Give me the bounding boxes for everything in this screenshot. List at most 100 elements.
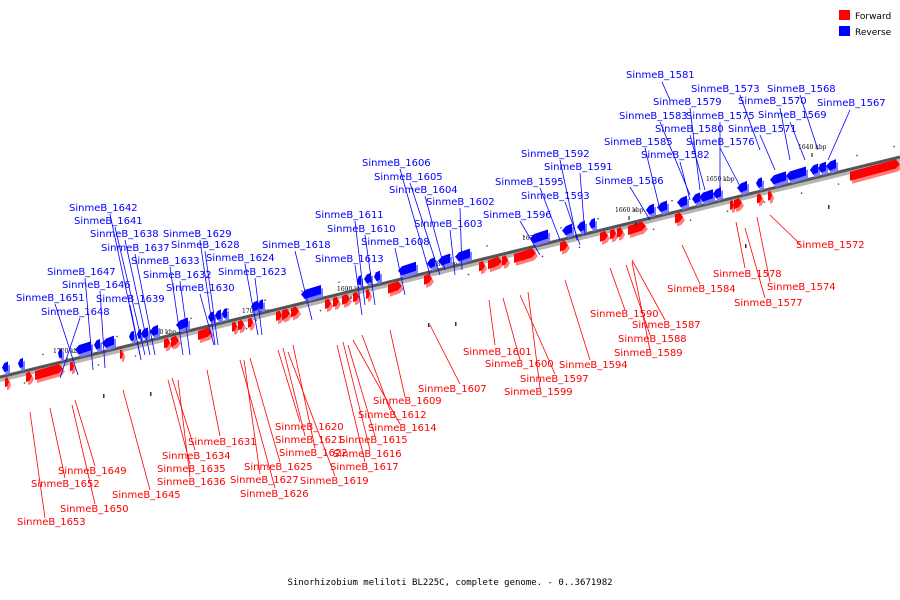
forward-leader-line bbox=[609, 267, 626, 311]
tick-dot bbox=[227, 308, 229, 311]
tick-dot bbox=[42, 353, 44, 356]
tick-dot bbox=[264, 299, 266, 302]
forward-gene-arrow bbox=[366, 289, 370, 300]
forward-leader-line bbox=[249, 357, 281, 463]
forward-leader-line bbox=[177, 379, 191, 478]
reverse-gene-label: SinmeB_1611 bbox=[315, 210, 384, 221]
reverse-gene-label: SinmeB_1603 bbox=[414, 219, 483, 230]
forward-gene-arrow bbox=[850, 159, 900, 181]
forward-leader-line bbox=[71, 404, 96, 505]
forward-gene-label: SinmeB_1601 bbox=[463, 347, 532, 358]
forward-leader-line bbox=[735, 221, 746, 269]
forward-gene-arrow bbox=[5, 377, 9, 388]
forward-gene-arrow bbox=[325, 298, 331, 310]
reverse-leader-line bbox=[254, 277, 263, 336]
tick-dot bbox=[652, 228, 655, 231]
forward-leader-line bbox=[336, 344, 366, 463]
reverse-gene-arrow bbox=[141, 327, 148, 339]
reverse-leader-line bbox=[244, 263, 259, 336]
forward-gene-label: SinmeB_1645 bbox=[112, 490, 181, 501]
reverse-leader-line bbox=[199, 239, 216, 346]
reverse-gene-arrow bbox=[826, 159, 836, 171]
reverse-leader-line bbox=[394, 247, 406, 296]
forward-gene-label: SinmeB_1636 bbox=[157, 477, 226, 488]
reverse-gene-arrow bbox=[770, 171, 786, 185]
forward-gene-arrow bbox=[675, 212, 683, 224]
tick-dot bbox=[23, 382, 26, 384]
tick-dot bbox=[689, 219, 692, 222]
reverse-leader-line bbox=[354, 220, 366, 306]
reverse-gene-label: SinmeB_1582 bbox=[641, 150, 710, 161]
reverse-gene-arrow bbox=[215, 309, 221, 320]
forward-gene-label: SinmeB_1620 bbox=[275, 422, 344, 433]
reverse-leader-line bbox=[99, 290, 106, 369]
reverse-gene-label: SinmeB_1633 bbox=[131, 256, 200, 267]
tick-label: 1690 kbp bbox=[337, 286, 366, 293]
reverse-leader-line bbox=[579, 172, 586, 236]
forward-gene-arrow bbox=[757, 193, 762, 204]
reverse-leader-line bbox=[689, 107, 701, 191]
forward-gene-label: SinmeB_1631 bbox=[188, 437, 257, 448]
tick-label: 1640 kbp bbox=[798, 144, 827, 151]
forward-leader-line bbox=[352, 339, 401, 425]
forward-gene-label: SinmeB_1587 bbox=[632, 320, 701, 331]
reverse-gene-label: SinmeB_1618 bbox=[262, 240, 331, 251]
forward-leader-line bbox=[74, 399, 96, 467]
forward-leader-line bbox=[49, 407, 66, 479]
forward-leader-line bbox=[342, 341, 371, 451]
forward-gene-label: SinmeB_1649 bbox=[58, 466, 127, 477]
reverse-gene-arrow bbox=[374, 270, 380, 282]
reverse-gene-label: SinmeB_1596 bbox=[483, 210, 552, 221]
reverse-gene-label: SinmeB_1583 bbox=[619, 111, 688, 122]
reverse-gene-label: SinmeB_1571 bbox=[728, 124, 797, 135]
forward-gene-label: SinmeB_1607 bbox=[418, 384, 487, 395]
reverse-gene-label: SinmeB_1567 bbox=[817, 98, 886, 109]
forward-leader-line bbox=[625, 264, 651, 336]
reverse-gene-arrow bbox=[2, 361, 8, 373]
tick-dot bbox=[116, 335, 118, 338]
forward-gene-arrow bbox=[610, 228, 616, 240]
forward-leader-line bbox=[527, 291, 541, 389]
forward-leader-line bbox=[631, 261, 651, 351]
reverse-gene-label: SinmeB_1630 bbox=[166, 283, 235, 294]
reverse-gene-label: SinmeB_1576 bbox=[686, 137, 755, 148]
forward-gene-label: SinmeB_1600 bbox=[485, 359, 554, 370]
reverse-leader-line bbox=[519, 220, 541, 256]
reverse-gene-label: SinmeB_1569 bbox=[758, 110, 827, 121]
forward-leader-line bbox=[243, 359, 261, 475]
reverse-gene-arrow bbox=[364, 272, 371, 284]
forward-gene-label: SinmeB_1594 bbox=[559, 360, 628, 371]
forward-leader-line bbox=[389, 329, 406, 398]
forward-gene-arrow bbox=[171, 335, 179, 347]
reverse-leader-line bbox=[779, 107, 791, 161]
forward-gene-label: SinmeB_1652 bbox=[31, 479, 100, 490]
tick-label: 1720 kbp bbox=[53, 348, 82, 355]
label-leader-lines bbox=[29, 81, 851, 519]
tick-label: 1710 kbp bbox=[148, 329, 177, 336]
reverse-leader-line bbox=[199, 293, 215, 346]
reverse-gene-label: SinmeB_1575 bbox=[686, 111, 755, 122]
reverse-leader-line bbox=[459, 207, 463, 271]
reverse-leader-line bbox=[644, 147, 661, 211]
tick-dot bbox=[97, 364, 100, 366]
forward-gene-label: SinmeB_1588 bbox=[618, 334, 687, 345]
reverse-leader-line bbox=[679, 161, 691, 201]
reverse-gene-arrow bbox=[646, 203, 654, 215]
tick-dot bbox=[301, 290, 303, 292]
forward-gene-label: SinmeB_1626 bbox=[240, 489, 309, 500]
reverse-gene-label: SinmeB_1648 bbox=[41, 307, 110, 318]
tick-dot bbox=[837, 183, 840, 185]
reverse-gene-label: SinmeB_1591 bbox=[544, 162, 613, 173]
forward-gene-label: SinmeB_1609 bbox=[373, 396, 442, 407]
legend-swatch bbox=[839, 26, 850, 36]
reverse-leader-line bbox=[424, 195, 446, 271]
reverse-gene-arrow bbox=[137, 329, 141, 340]
forward-leader-line bbox=[756, 216, 771, 283]
forward-leader-line bbox=[681, 244, 701, 285]
reverse-leader-line bbox=[59, 317, 81, 379]
forward-gene-label: SinmeB_1619 bbox=[300, 476, 369, 487]
forward-gene-arrow bbox=[424, 273, 432, 285]
reverse-gene-arrow bbox=[102, 335, 114, 348]
tick-dot bbox=[726, 210, 729, 212]
forward-gene-arrow bbox=[282, 308, 290, 320]
